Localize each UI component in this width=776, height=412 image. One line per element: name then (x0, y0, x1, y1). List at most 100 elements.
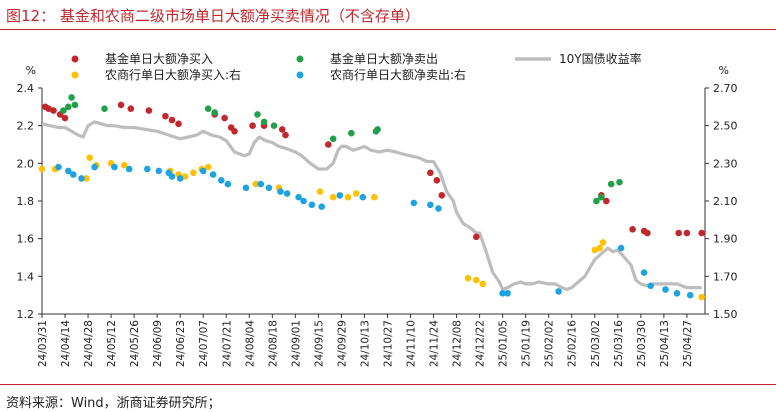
fund-buy-point (50, 107, 57, 114)
fund-buy-point (249, 122, 256, 129)
rural-sell-point (336, 192, 344, 199)
chart-canvas: % % 1.2 1.4 1.6 1.8 2.0 2.2 2.4 1.50 1.70 1.90 2.10 2… (17, 51, 738, 367)
left-axis-tick-label: 1.8 (17, 195, 35, 208)
right-axis-tick-label: 2.10 (713, 195, 738, 208)
rural-buy-point (698, 293, 705, 301)
left-axis-tick-label: 1.2 (17, 308, 35, 321)
x-axis-tick-label: 24/06/23 (175, 320, 187, 367)
x-axis-tick-label: 25/04/13 (659, 320, 671, 367)
x-axis-tick-label: 24/10/27 (382, 320, 394, 367)
left-axis-unit: % (26, 64, 36, 77)
x-axis-tick-label: 24/12/08 (452, 320, 464, 367)
rural-sell-point (504, 290, 511, 297)
fund-sell-point (593, 197, 600, 205)
rural-buy-point (599, 239, 607, 246)
rural-sell-point (55, 163, 62, 171)
rural-sell-point (318, 203, 326, 210)
rural-buy-point (371, 193, 378, 201)
rural-sell-point (427, 201, 434, 209)
fund-sell-point (616, 178, 623, 186)
rural-sell-point (218, 177, 225, 184)
fund-sell-point (68, 94, 75, 101)
x-axis-tick-label: 25/04/27 (682, 320, 694, 367)
rural-sell-point (277, 188, 284, 195)
rural-sell-point (295, 193, 302, 201)
x-axis-tick-label: 24/11/24 (429, 320, 441, 367)
fund-buy-point (433, 177, 441, 184)
rural-buy-point (86, 154, 93, 161)
rural-buy-point (121, 161, 128, 169)
x-axis-tick-label: 24/05/26 (129, 320, 141, 367)
left-axis-tick-label: 2.2 (17, 120, 35, 133)
fund-sell-point (60, 107, 67, 114)
x-axis-tick-label: 24/10/13 (359, 320, 371, 367)
rural-buy-point (344, 193, 352, 201)
left-axis-tick-label: 2.4 (17, 82, 35, 95)
fund-buy-point (683, 229, 691, 237)
fund-buy-point (603, 197, 610, 205)
rural-sell-point (617, 244, 625, 252)
fund-sell-point (598, 193, 605, 201)
x-axis-tick-label: 24/08/18 (267, 320, 279, 367)
rural-sell-point (640, 269, 648, 276)
fund-buy-point (282, 131, 289, 139)
fund-sell-point (254, 111, 261, 118)
fund-buy-point (221, 114, 228, 122)
x-axis-tick-label: 24/03/31 (37, 320, 49, 367)
fund-sell-point (204, 105, 212, 112)
legend-swatch-dot (71, 71, 79, 79)
fund-buy-point (644, 229, 651, 237)
legend-label: 基金单日大额净卖出 (330, 51, 438, 66)
rural-sell-point (91, 163, 98, 171)
x-axis-tick-label: 25/03/16 (613, 320, 625, 367)
rural-buy-point (329, 193, 337, 201)
rural-buy-point (479, 280, 487, 288)
rural-buy-point (352, 190, 360, 197)
rural-buy-point (473, 276, 480, 284)
fund-buy-point (438, 192, 446, 199)
rural-sell-point (224, 180, 232, 188)
right-axis-unit: % (719, 64, 729, 77)
fund-buy-point (278, 126, 286, 133)
x-axis-tick-label: 24/11/10 (406, 320, 418, 367)
rural-sell-point (111, 163, 118, 171)
scatter-points-group (38, 94, 705, 301)
legend-swatch-dot (296, 55, 304, 63)
fund-sell-point (101, 105, 108, 112)
rural-buy-point (38, 165, 46, 173)
x-axis-tick-label: 24/07/21 (221, 320, 233, 367)
rural-buy-point (464, 274, 472, 282)
right-axis-tick-label: 1.50 (713, 308, 738, 321)
rural-sell-point (410, 199, 418, 207)
rural-sell-point (283, 190, 291, 197)
x-axis-tick-label: 24/09/01 (290, 320, 302, 367)
legend-label: 农商行单日大额净卖出:右 (330, 67, 466, 82)
rural-sell-point (155, 167, 163, 175)
fund-buy-point (698, 229, 705, 237)
axes-group: % % 1.2 1.4 1.6 1.8 2.0 2.2 2.4 1.50 1.70 1.90 2.10 2… (17, 64, 738, 367)
rural-sell-point (300, 197, 307, 205)
rural-sell-point (199, 167, 207, 175)
title-divider (0, 29, 776, 30)
fund-buy-point (231, 128, 238, 135)
left-axis-tick-label: 1.6 (17, 233, 35, 246)
rural-sell-point (647, 282, 654, 290)
x-axis-tick-label: 25/02/16 (567, 320, 579, 367)
right-axis-tick-label: 2.30 (713, 157, 738, 170)
fund-sell-point (260, 118, 268, 126)
x-axis-tick-label: 24/04/28 (83, 320, 95, 367)
x-axis-tick-label: 25/01/05 (498, 320, 510, 367)
rural-buy-point (83, 175, 90, 182)
x-axis-tick-label: 25/03/02 (590, 320, 602, 367)
rural-sell-point (176, 175, 184, 182)
rural-buy-point (190, 169, 197, 177)
x-axis-tick-label: 25/03/30 (636, 320, 648, 367)
legend-label: 10Y国债收益率 (559, 51, 642, 66)
rural-sell-point (144, 165, 151, 173)
fund-buy-point (175, 120, 182, 128)
rural-sell-point (70, 171, 77, 178)
rural-sell-point (673, 290, 681, 297)
rural-sell-point (686, 291, 694, 299)
rural-sell-point (78, 175, 85, 182)
fund-buy-point (162, 112, 169, 120)
